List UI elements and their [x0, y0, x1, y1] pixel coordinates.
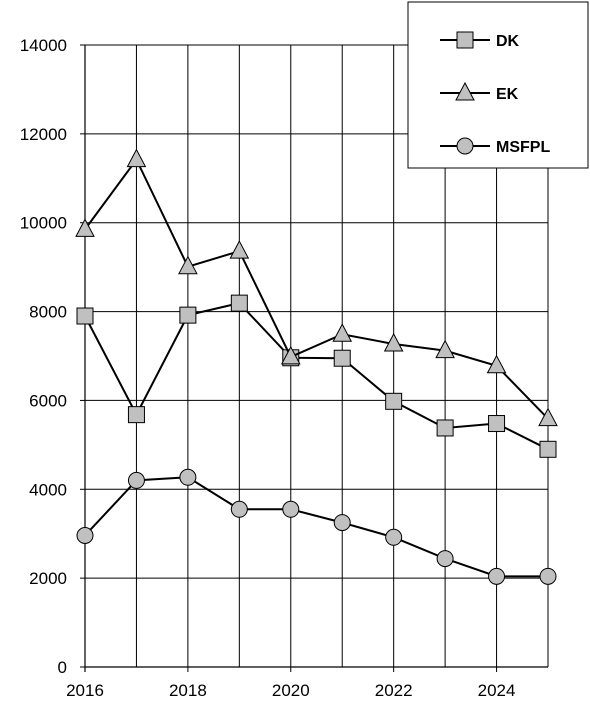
legend-item-ek: EK [440, 81, 519, 103]
data-point-msfpl [539, 567, 557, 585]
data-point-ek [75, 218, 95, 237]
data-point-ek [383, 332, 404, 352]
series-msfpl [76, 468, 557, 585]
data-point-msfpl [333, 514, 351, 532]
data-point-dk [488, 415, 506, 433]
data-point-msfpl [282, 500, 300, 518]
x-tick-labels: 2016 2018 2020 2022 2024 [66, 681, 515, 700]
legend-box [407, 1, 589, 169]
x-tick-label: 2020 [272, 681, 310, 700]
data-point-dk [230, 294, 248, 312]
y-tick-label: 10000 [20, 214, 67, 233]
y-tick-label: 8000 [29, 303, 67, 322]
data-point-ek [229, 240, 250, 259]
y-tick-label: 6000 [29, 391, 67, 410]
legend-label: EK [496, 86, 519, 103]
legend-marker-dk [456, 31, 474, 49]
legend-label: DK [496, 33, 520, 50]
data-point-msfpl [230, 500, 248, 518]
data-point-msfpl [76, 526, 94, 544]
x-tick-label: 2018 [169, 681, 207, 700]
data-point-msfpl [436, 550, 454, 568]
data-point-dk [539, 440, 557, 458]
data-point-ek [538, 407, 558, 427]
data-point-ek [435, 339, 455, 359]
data-point-dk [127, 406, 145, 424]
legend-item-msfpl: MSFPL [440, 137, 550, 156]
y-tick-label: 12000 [20, 125, 67, 144]
x-tick-label: 2024 [478, 681, 516, 700]
series-layer [75, 148, 558, 585]
y-tick-label: 14000 [20, 36, 67, 55]
data-point-ek [126, 148, 147, 168]
legend-label: MSFPL [496, 139, 550, 156]
data-point-dk [385, 392, 403, 410]
data-point-msfpl [179, 468, 197, 486]
y-tick-label: 2000 [29, 569, 67, 588]
data-point-msfpl [385, 528, 403, 546]
x-tick-label: 2022 [375, 681, 413, 700]
y-tick-labels: 0 2000 4000 6000 8000 10000 12000 14000 [20, 36, 67, 677]
data-point-msfpl [488, 567, 506, 585]
legend-marker-msfpl [456, 137, 474, 155]
data-point-ek [178, 255, 198, 275]
data-point-ek [486, 354, 507, 374]
axes [80, 44, 548, 672]
data-point-dk [179, 306, 197, 324]
data-point-dk [436, 419, 454, 437]
x-tick-label: 2016 [66, 681, 104, 700]
series-line-dk [84, 302, 549, 451]
data-point-dk [76, 307, 94, 325]
legend-item-dk: DK [440, 31, 520, 50]
y-tick-label: 0 [58, 658, 67, 677]
series-line-msfpl [84, 476, 548, 578]
data-point-msfpl [127, 471, 145, 489]
data-point-ek [280, 345, 301, 365]
series-ek [75, 148, 558, 427]
legend-marker-ek [455, 81, 475, 101]
series-dk [76, 294, 557, 458]
data-point-dk [333, 349, 351, 367]
legend: DK EK MSFPL [407, 1, 589, 169]
series-line-ek [84, 157, 549, 420]
y-tick-label: 4000 [29, 480, 67, 499]
data-point-ek [332, 323, 353, 342]
